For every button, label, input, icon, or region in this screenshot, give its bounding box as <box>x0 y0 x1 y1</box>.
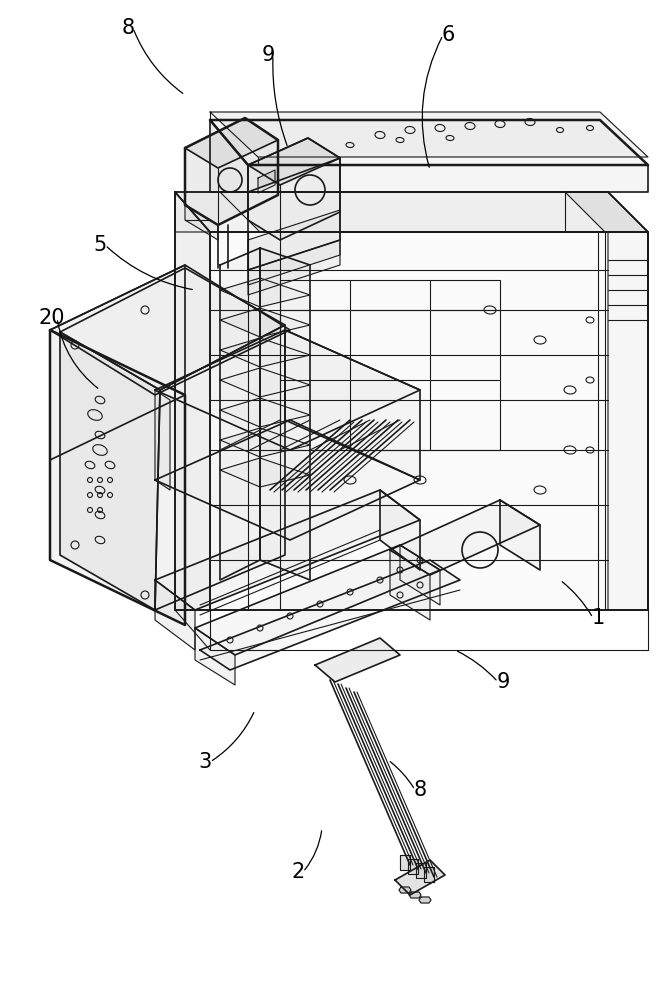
Polygon shape <box>416 863 426 878</box>
Polygon shape <box>424 867 434 882</box>
Text: 5: 5 <box>93 235 107 255</box>
Text: 6: 6 <box>441 25 455 45</box>
Polygon shape <box>155 390 170 490</box>
Polygon shape <box>399 887 411 893</box>
Polygon shape <box>258 170 275 193</box>
Polygon shape <box>210 112 648 157</box>
Polygon shape <box>248 165 648 192</box>
Polygon shape <box>155 420 420 540</box>
Polygon shape <box>50 265 290 395</box>
Polygon shape <box>280 280 500 450</box>
Polygon shape <box>285 330 420 480</box>
Polygon shape <box>50 265 185 460</box>
Polygon shape <box>210 232 648 610</box>
Text: 9: 9 <box>261 45 275 65</box>
Polygon shape <box>175 192 210 610</box>
Polygon shape <box>565 192 648 232</box>
Polygon shape <box>408 859 418 874</box>
Polygon shape <box>260 248 310 580</box>
Text: 9: 9 <box>497 672 510 692</box>
Polygon shape <box>155 580 195 650</box>
Polygon shape <box>220 368 310 397</box>
Polygon shape <box>50 330 185 625</box>
Polygon shape <box>60 268 285 390</box>
Polygon shape <box>175 192 648 610</box>
Polygon shape <box>248 138 340 240</box>
Polygon shape <box>400 855 410 870</box>
Polygon shape <box>175 192 648 232</box>
Polygon shape <box>185 118 278 168</box>
Polygon shape <box>185 118 278 225</box>
Polygon shape <box>390 550 430 620</box>
Polygon shape <box>220 458 310 487</box>
Polygon shape <box>400 545 440 605</box>
Polygon shape <box>155 325 285 610</box>
Polygon shape <box>248 138 340 185</box>
Text: 3: 3 <box>198 752 212 772</box>
Polygon shape <box>195 545 440 655</box>
Polygon shape <box>220 278 310 307</box>
Polygon shape <box>220 338 310 367</box>
Polygon shape <box>60 332 160 610</box>
Polygon shape <box>195 628 235 685</box>
Polygon shape <box>248 158 340 270</box>
Polygon shape <box>185 205 218 240</box>
Polygon shape <box>210 120 248 192</box>
Polygon shape <box>210 120 648 165</box>
Polygon shape <box>500 500 540 570</box>
Polygon shape <box>419 897 431 903</box>
Text: 1: 1 <box>591 608 605 628</box>
Text: 2: 2 <box>291 862 304 882</box>
Polygon shape <box>390 500 540 575</box>
Polygon shape <box>155 490 420 610</box>
Polygon shape <box>315 638 400 682</box>
Polygon shape <box>380 490 420 570</box>
Polygon shape <box>248 210 340 285</box>
Polygon shape <box>220 398 310 427</box>
Polygon shape <box>248 240 340 295</box>
Text: 20: 20 <box>39 308 65 328</box>
Polygon shape <box>395 860 445 895</box>
Polygon shape <box>409 892 421 898</box>
Polygon shape <box>220 192 648 232</box>
Polygon shape <box>155 330 420 450</box>
Text: 8: 8 <box>121 18 134 38</box>
Polygon shape <box>220 308 310 337</box>
Polygon shape <box>220 248 260 580</box>
Polygon shape <box>220 428 310 457</box>
Polygon shape <box>200 560 460 670</box>
Text: 8: 8 <box>413 780 426 800</box>
